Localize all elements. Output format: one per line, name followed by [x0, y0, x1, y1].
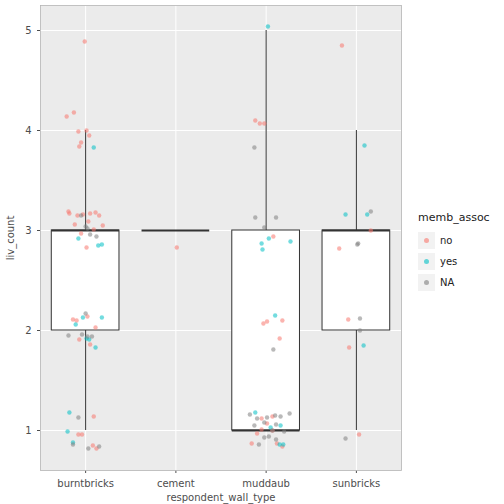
html-text:yes: yes [440, 256, 458, 267]
svg-text:2: 2 [25, 325, 31, 336]
svg-text:5: 5 [25, 25, 31, 36]
svg-text:3: 3 [25, 225, 31, 236]
svg-text:4: 4 [25, 125, 31, 136]
svg-text:burntbricks: burntbricks [57, 478, 114, 489]
html-text:no: no [440, 235, 453, 246]
svg-text:liv_count: liv_count [5, 216, 17, 261]
html-text:NA: NA [440, 277, 455, 288]
svg-text:respondent_wall_type: respondent_wall_type [166, 492, 275, 504]
svg-text:cement: cement [157, 478, 195, 489]
svg-text:muddaub: muddaub [242, 478, 290, 489]
svg-text:1: 1 [25, 425, 31, 436]
html-text:memb_assoc: memb_assoc [418, 211, 490, 224]
svg-text:sunbricks: sunbricks [333, 478, 381, 489]
